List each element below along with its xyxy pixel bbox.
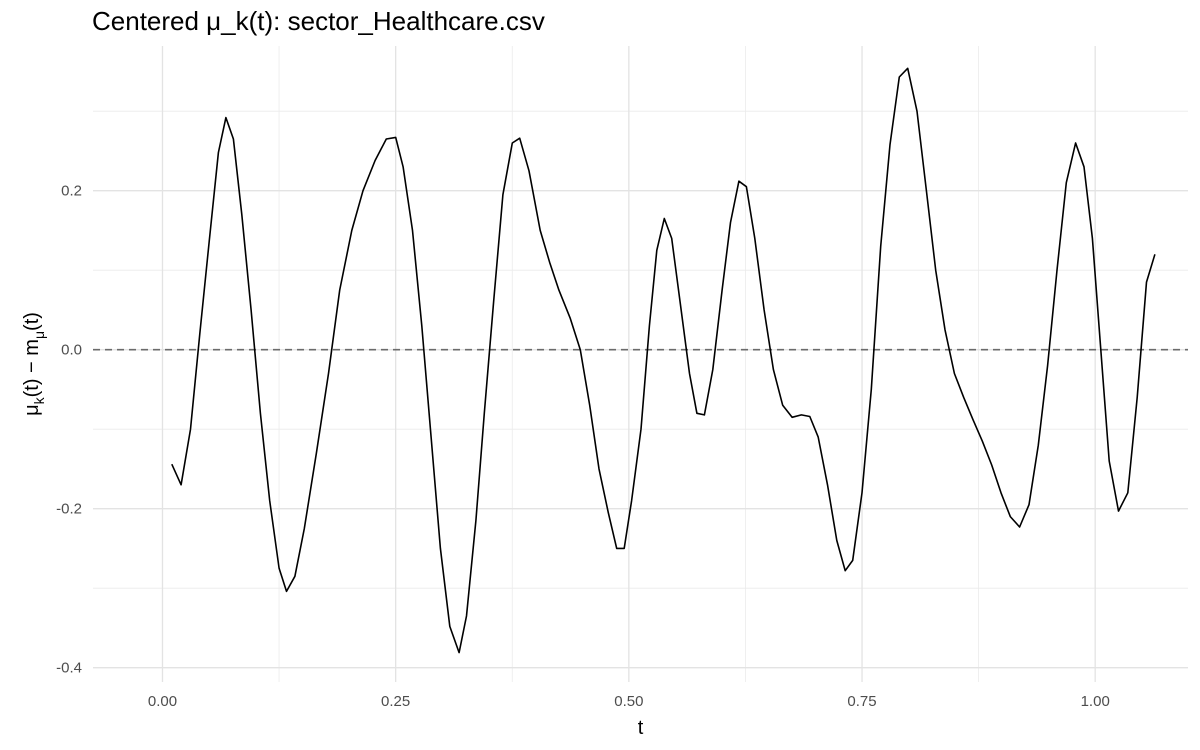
major-gridlines	[93, 46, 1188, 682]
x-axis-label: t	[638, 717, 644, 739]
x-tick-label: 0.75	[847, 693, 876, 710]
y-tick-label: 0.2	[61, 183, 82, 200]
y-label-mid: (t) − m	[21, 339, 43, 397]
x-tick-label: 0.00	[148, 693, 177, 710]
y-label-mu: μ	[21, 404, 43, 416]
y-label-sub-mu: μ	[31, 331, 47, 339]
minor-gridlines	[93, 46, 1188, 682]
x-tick-label: 0.50	[614, 693, 643, 710]
series-group	[171, 67, 1156, 654]
x-tick-label: 1.00	[1081, 693, 1110, 710]
y-tick-label: -0.2	[56, 501, 82, 518]
x-tick-label: 0.25	[381, 693, 410, 710]
series-line	[171, 67, 1156, 654]
x-axis-ticks: 0.00 0.25 0.50 0.75 1.00	[148, 693, 1110, 710]
y-axis-label: μk(t) − mμ(t)	[21, 312, 47, 416]
y-tick-label: 0.0	[61, 342, 82, 359]
y-label-sub-k: k	[31, 396, 47, 404]
y-tick-label: -0.4	[56, 660, 82, 677]
y-label-end: (t)	[21, 312, 43, 331]
chart-title: Centered μ_k(t): sector_Healthcare.csv	[92, 6, 545, 36]
y-axis-ticks: -0.4 -0.2 0.0 0.2	[56, 183, 82, 677]
